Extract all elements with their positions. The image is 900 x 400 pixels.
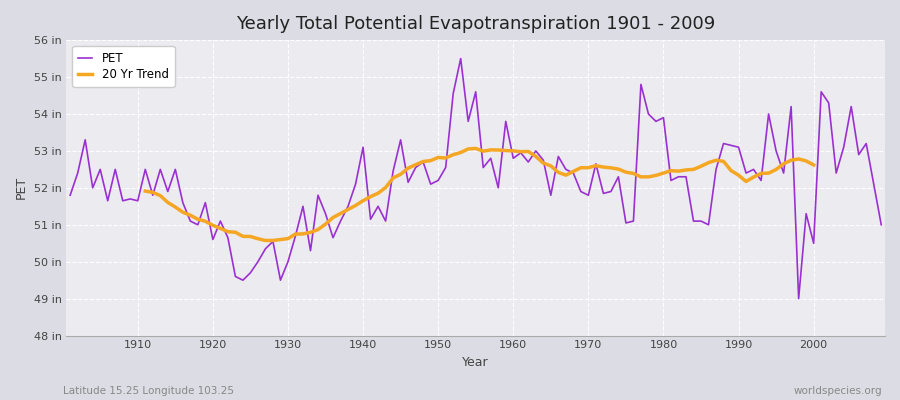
20 Yr Trend: [711, 158, 722, 163]
X-axis label: Year: Year: [463, 356, 489, 369]
20 Yr Trend: [230, 230, 241, 235]
20 Yr Trend: [140, 189, 150, 194]
PET: [65, 193, 76, 198]
Legend: PET, 20 Yr Trend: PET, 20 Yr Trend: [72, 46, 175, 87]
Line: PET: PET: [70, 58, 881, 299]
PET: [125, 196, 136, 201]
PET: [606, 189, 616, 194]
PET: [455, 56, 466, 61]
Text: Latitude 15.25 Longitude 103.25: Latitude 15.25 Longitude 103.25: [63, 386, 234, 396]
20 Yr Trend: [620, 170, 631, 174]
PET: [793, 296, 804, 301]
20 Yr Trend: [725, 168, 736, 173]
Line: 20 Yr Trend: 20 Yr Trend: [145, 148, 814, 240]
Text: worldspecies.org: worldspecies.org: [794, 386, 882, 396]
PET: [335, 219, 346, 224]
PET: [508, 156, 518, 161]
PET: [876, 222, 886, 227]
20 Yr Trend: [471, 146, 482, 151]
Y-axis label: PET: PET: [15, 176, 28, 200]
Title: Yearly Total Potential Evapotranspiration 1901 - 2009: Yearly Total Potential Evapotranspiratio…: [236, 15, 716, 33]
PET: [516, 150, 526, 155]
20 Yr Trend: [808, 162, 819, 167]
20 Yr Trend: [793, 156, 804, 161]
PET: [290, 234, 301, 238]
20 Yr Trend: [260, 238, 271, 243]
20 Yr Trend: [350, 203, 361, 208]
